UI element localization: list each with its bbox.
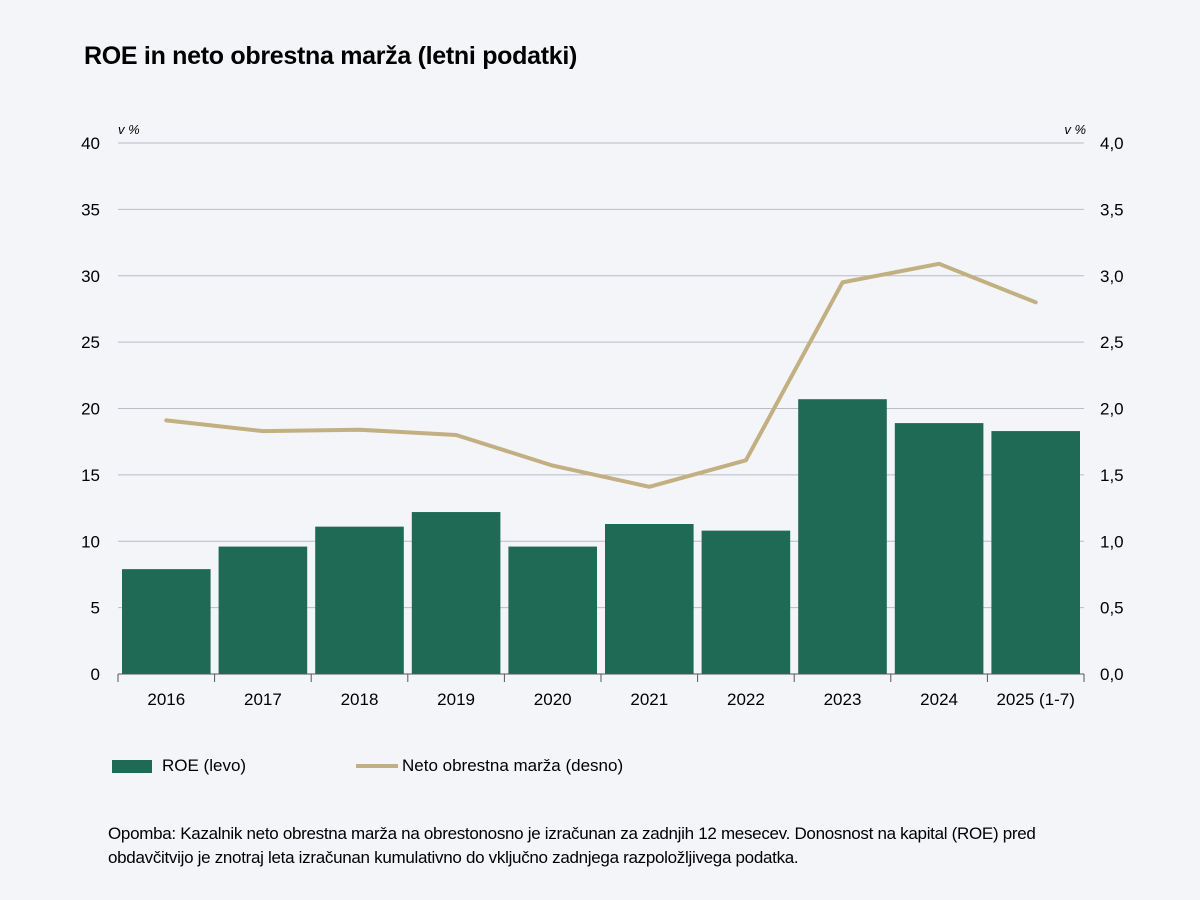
legend-nim: Neto obrestna marža (desno) <box>356 756 623 776</box>
y-right-tick-label: 0,5 <box>1100 599 1124 618</box>
y-right-tick-label: 0,0 <box>1100 665 1124 684</box>
y-right-tick-label: 2,5 <box>1100 333 1124 352</box>
y-left-tick-label: 15 <box>81 466 100 485</box>
x-tick-label: 2023 <box>824 690 862 709</box>
legend-roe-label: ROE (levo) <box>162 756 247 775</box>
y-left-tick-label: 0 <box>91 665 100 684</box>
roe-bar <box>894 423 984 674</box>
y-left-tick-label: 10 <box>81 532 100 551</box>
roe-bar <box>411 512 501 674</box>
x-tick-label: 2019 <box>437 690 475 709</box>
roe-bar <box>315 526 404 674</box>
legend-roe: ROE (levo) <box>112 756 246 776</box>
chart-title: ROE in neto obrestna marža (letni podatk… <box>84 42 578 70</box>
y-left-tick-label: 40 <box>81 134 100 153</box>
x-tick-label: 2025 (1-7) <box>996 690 1074 709</box>
roe-bar <box>701 530 791 674</box>
footnote: Opomba: Kazalnik neto obrestna marža na … <box>108 824 1036 867</box>
x-tick-label: 2016 <box>147 690 185 709</box>
legend-nim-swatch <box>356 764 398 768</box>
y-right-tick-label: 3,0 <box>1100 267 1124 286</box>
y-left-unit: v % <box>118 122 140 137</box>
y-left-tick-label: 5 <box>91 599 100 618</box>
roe-bar <box>122 569 211 674</box>
nim-line <box>164 261 1038 489</box>
nim-line-series <box>164 261 1038 489</box>
y-right-tick-label: 4,0 <box>1100 134 1124 153</box>
roe-bar <box>798 399 887 674</box>
y-left-tick-label: 30 <box>81 267 100 286</box>
y-right-tick-label: 2,0 <box>1100 400 1124 419</box>
y-right-tick-label: 1,5 <box>1100 466 1124 485</box>
x-tick-label: 2020 <box>534 690 572 709</box>
y-right-tick-label: 3,5 <box>1100 200 1124 219</box>
roe-bar <box>508 546 597 674</box>
y-left-tick-label: 25 <box>81 333 100 352</box>
x-tick-label: 2018 <box>341 690 379 709</box>
y-left-tick-label: 20 <box>81 400 100 419</box>
y-left-tick-label: 35 <box>81 200 100 219</box>
axes: 0 0,0 5 0,5 10 1,0 15 1,5 20 2,0 25 2,5 30 3,0 35 3,5 40… <box>81 122 1124 709</box>
roe-bar <box>991 431 1080 674</box>
y-right-tick-label: 1,0 <box>1100 532 1124 551</box>
legend-roe-swatch <box>112 759 152 773</box>
roe-bars <box>122 399 1080 674</box>
roe-bar <box>218 546 308 674</box>
x-tick-label: 2017 <box>244 690 282 709</box>
x-tick-label: 2022 <box>727 690 765 709</box>
x-tick-label: 2021 <box>630 690 668 709</box>
y-right-unit: v % <box>1064 122 1086 137</box>
x-tick-label: 2024 <box>920 690 958 709</box>
legend-nim-label: Neto obrestna marža (desno) <box>402 756 624 775</box>
roe-bar <box>605 523 694 674</box>
